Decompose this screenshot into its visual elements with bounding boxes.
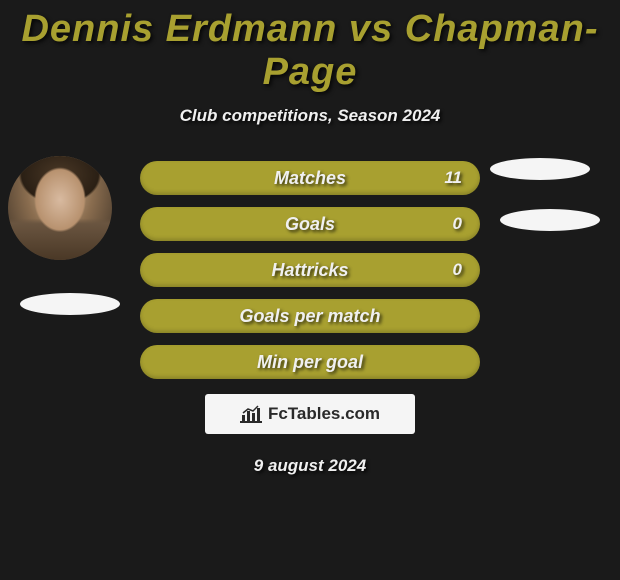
stat-bar-goals: Goals 0 xyxy=(140,207,480,241)
logo-text: FcTables.com xyxy=(268,404,380,424)
stat-value: 0 xyxy=(453,214,462,234)
stat-bar-goals-per-match: Goals per match xyxy=(140,299,480,333)
logo-box[interactable]: FcTables.com xyxy=(205,394,415,434)
subtitle: Club competitions, Season 2024 xyxy=(0,106,620,126)
stat-label: Hattricks xyxy=(271,260,348,281)
player-name-oval-left xyxy=(20,293,120,315)
stat-label: Goals per match xyxy=(239,306,380,327)
stat-bar-matches: Matches 11 xyxy=(140,161,480,195)
comparison-content: Matches 11 Goals 0 Hattricks 0 Goals per… xyxy=(0,161,620,476)
player-name-oval-right-1 xyxy=(490,158,590,180)
stat-label: Matches xyxy=(274,168,346,189)
page-title: Dennis Erdmann vs Chapman-Page xyxy=(0,0,620,94)
player-name-oval-right-2 xyxy=(500,209,600,231)
stat-value: 0 xyxy=(453,260,462,280)
date-text: 9 august 2024 xyxy=(0,456,620,476)
stat-value: 11 xyxy=(444,168,462,188)
chart-icon xyxy=(240,405,262,423)
stat-bars: Matches 11 Goals 0 Hattricks 0 Goals per… xyxy=(140,161,480,379)
stat-bar-hattricks: Hattricks 0 xyxy=(140,253,480,287)
stat-label: Min per goal xyxy=(257,352,363,373)
stat-bar-min-per-goal: Min per goal xyxy=(140,345,480,379)
player-avatar-left xyxy=(8,156,112,260)
stat-label: Goals xyxy=(285,214,335,235)
